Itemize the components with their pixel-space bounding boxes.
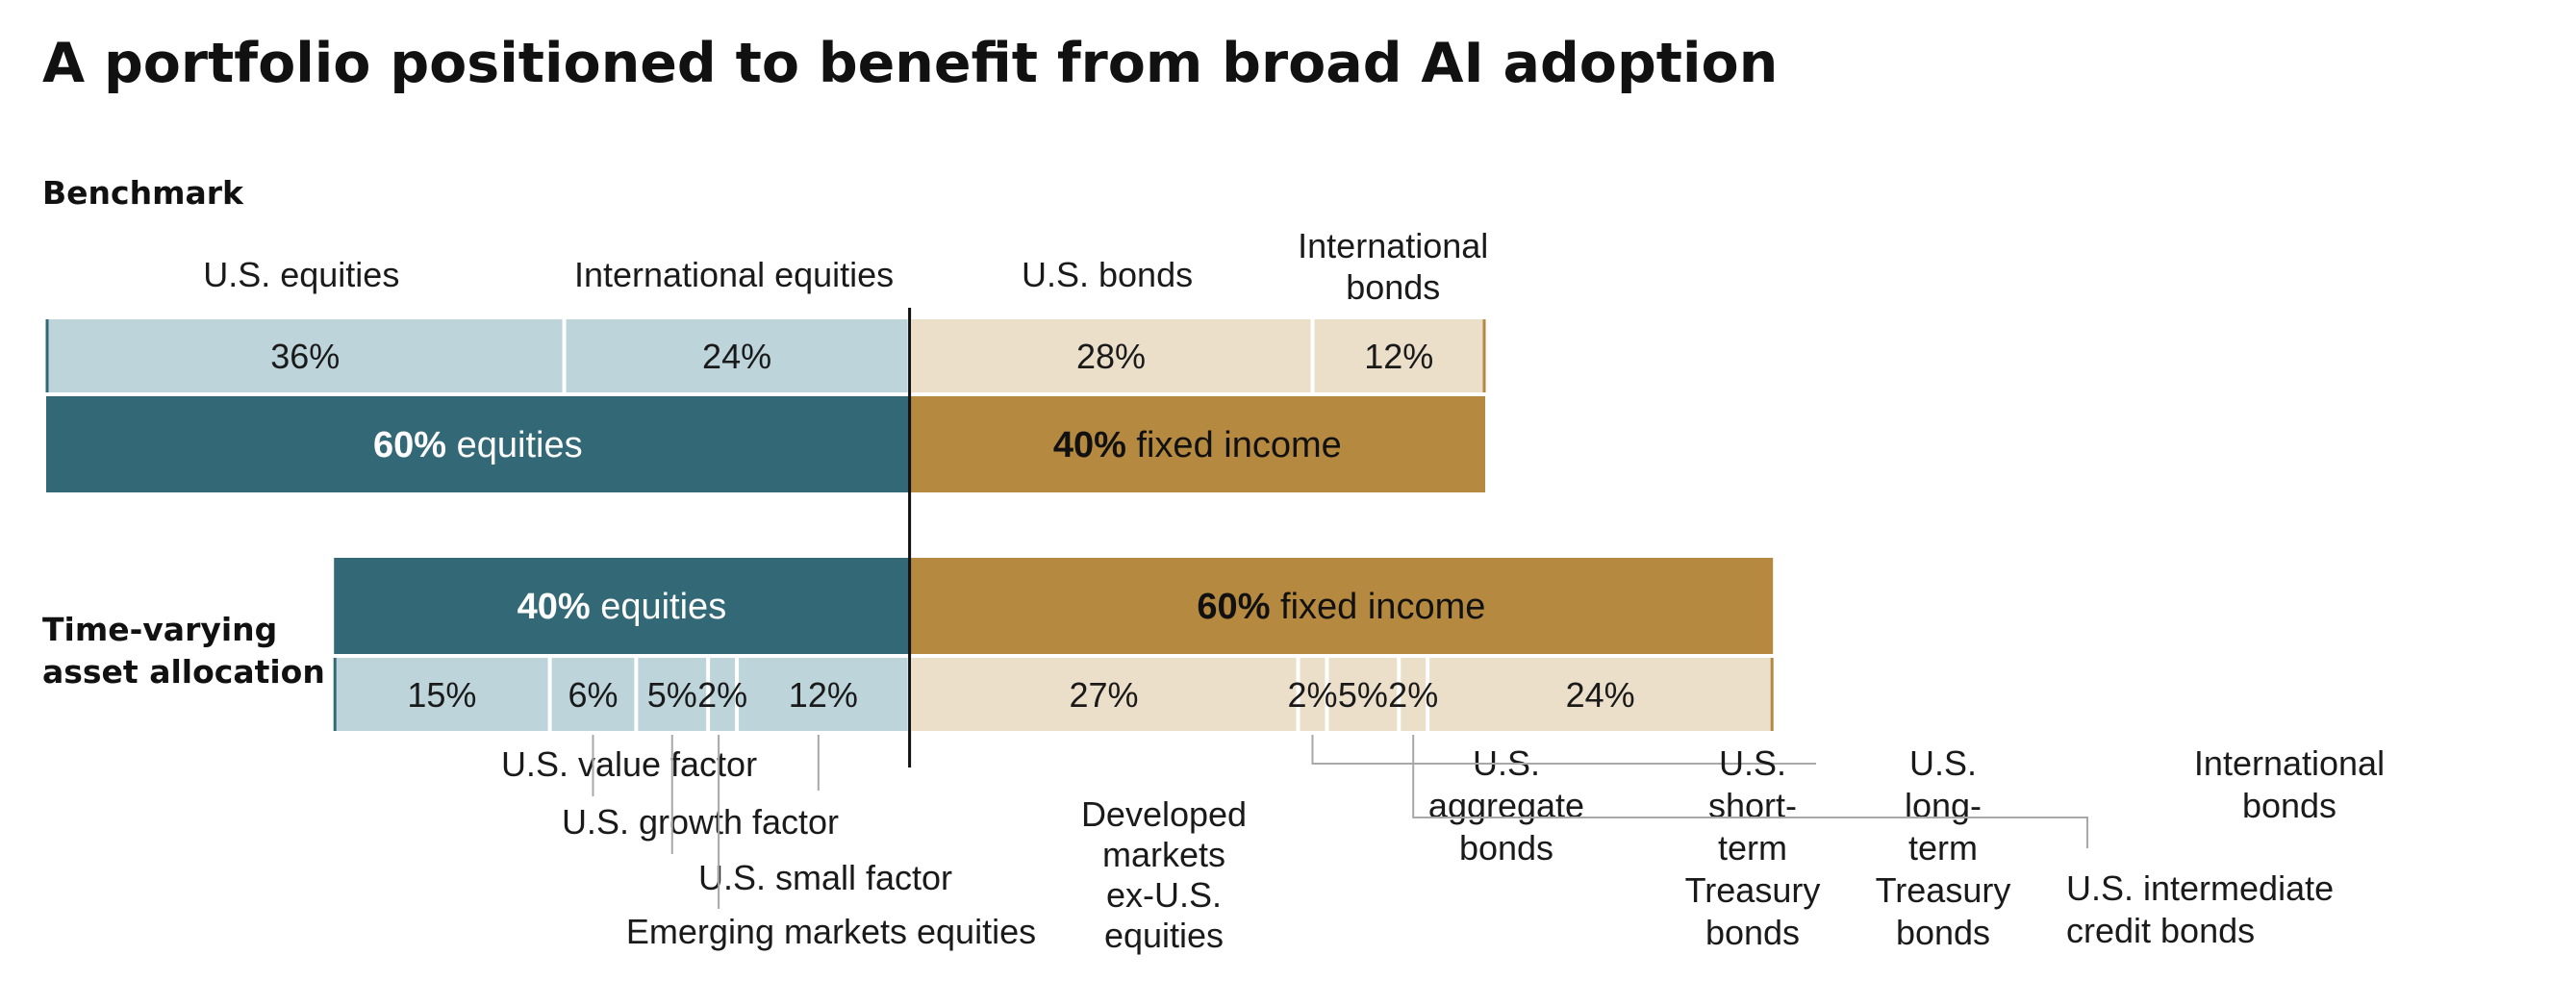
value-label-u-s-short-term-treasury-bonds: 2% bbox=[1287, 675, 1337, 715]
total-label-fixed-income: 40% fixed income bbox=[1053, 425, 1342, 465]
segment-u-s-growth-factor bbox=[549, 658, 637, 731]
benchmark-heading: Benchmark bbox=[42, 174, 244, 212]
label-us-growth-factor: U.S. growth factor bbox=[562, 802, 839, 842]
segment-emerging-markets-equities bbox=[708, 658, 738, 731]
category-label-international-bonds: International bonds bbox=[1298, 226, 1488, 307]
value-label-u-s-value-factor: 15% bbox=[407, 675, 476, 715]
leader-us-short-term-treasury bbox=[1311, 735, 1816, 765]
value-label-developed-markets-ex-u-s-equities: 12% bbox=[789, 675, 858, 715]
segment-u-s-equities bbox=[46, 319, 565, 392]
leader-us-intermediate-credit bbox=[1412, 735, 2088, 848]
label-us-small-factor: U.S. small factor bbox=[698, 858, 952, 897]
category-label-us-bonds: U.S. bonds bbox=[1022, 255, 1193, 294]
label-emerging-markets-equities: Emerging markets equities bbox=[626, 912, 1036, 951]
value-label-international-bonds: 12% bbox=[1364, 337, 1433, 376]
segment-u-s-intermediate-credit-bonds bbox=[1399, 658, 1428, 731]
label-international-bonds: International bonds bbox=[2194, 743, 2385, 825]
total-bar-fixed-income bbox=[909, 396, 1485, 492]
label-developed-markets-ex-us-equities: Developed markets ex-U.S. equities bbox=[1081, 794, 1247, 955]
segment-u-s-long-term-treasury-bonds bbox=[1326, 658, 1400, 731]
value-label-international-equities: 24% bbox=[702, 337, 771, 376]
total-bar-fixed-income bbox=[909, 558, 1774, 654]
segment-international-bonds bbox=[1312, 319, 1485, 392]
segment-u-s-short-term-treasury-bonds bbox=[1298, 658, 1327, 731]
segment-international-equities bbox=[564, 319, 910, 392]
value-label-u-s-long-term-treasury-bonds: 5% bbox=[1338, 675, 1388, 715]
chart-marks: 36% 24% 28% 12% 60% equities 40% fixed income… bbox=[45, 226, 2385, 955]
total-bar-equities bbox=[46, 396, 910, 492]
category-label-us-equities: U.S. equities bbox=[203, 255, 399, 294]
label-us-short-term-treasury-bonds: U.S. short-term Treasury bonds bbox=[1685, 743, 1821, 952]
segment-international-bonds bbox=[1427, 658, 1774, 731]
category-label-international-equities: International equities bbox=[574, 255, 894, 294]
value-label-u-s-intermediate-credit-bonds: 2% bbox=[1388, 675, 1438, 715]
label-us-value-factor: U.S. value factor bbox=[501, 744, 757, 784]
total-label-fixed-income: 60% fixed income bbox=[1197, 587, 1485, 627]
value-label-u-s-growth-factor: 6% bbox=[568, 675, 618, 715]
value-label-international-bonds: 24% bbox=[1566, 675, 1635, 715]
chart-title: A portfolio positioned to benefit from b… bbox=[42, 32, 1778, 95]
segment-u-s-small-factor bbox=[636, 658, 709, 731]
label-us-aggregate-bonds: U.S. aggregate bonds bbox=[1428, 743, 1584, 868]
label-us-intermediate-credit-bonds: U.S. intermediate credit bonds bbox=[2066, 868, 2334, 950]
time-varying-heading: Time-varying asset allocation bbox=[42, 611, 325, 691]
segment-u-s-bonds bbox=[909, 319, 1313, 392]
total-label-equities: 40% equities bbox=[518, 587, 727, 627]
label-us-long-term-treasury-bonds: U.S. long-term Treasury bonds bbox=[1876, 743, 2011, 952]
value-label-emerging-markets-equities: 2% bbox=[697, 675, 747, 715]
segment-u-s-aggregate-bonds bbox=[909, 658, 1299, 731]
total-bar-equities bbox=[334, 558, 910, 654]
segment-developed-markets-ex-u-s-equities bbox=[737, 658, 910, 731]
segment-u-s-value-factor bbox=[334, 658, 550, 731]
total-label-equities: 60% equities bbox=[373, 425, 583, 465]
value-label-u-s-bonds: 28% bbox=[1076, 337, 1146, 376]
value-label-u-s-equities: 36% bbox=[270, 337, 340, 376]
value-label-u-s-aggregate-bonds: 27% bbox=[1070, 675, 1139, 715]
value-label-u-s-small-factor: 5% bbox=[647, 675, 697, 715]
